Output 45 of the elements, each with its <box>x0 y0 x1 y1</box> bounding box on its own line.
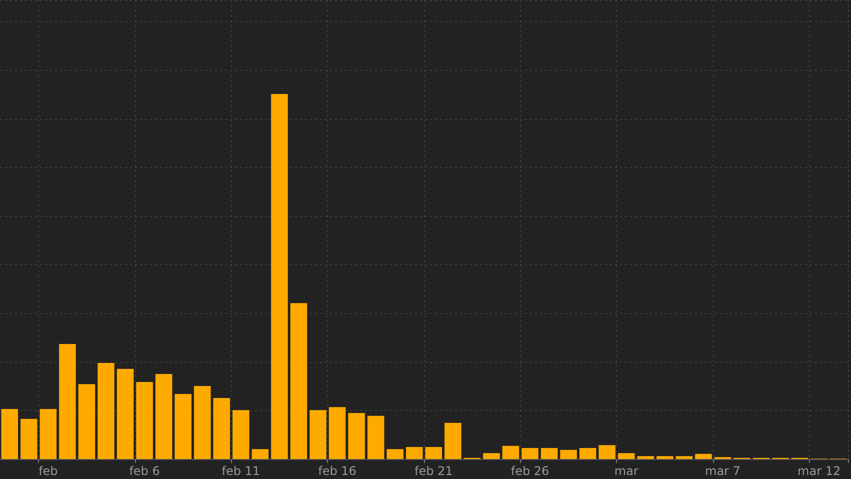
bar <box>40 408 57 459</box>
bar <box>386 449 404 459</box>
bar <box>598 445 616 459</box>
bar <box>194 386 211 459</box>
bar <box>328 407 346 459</box>
bar <box>695 454 712 459</box>
bar <box>136 382 153 459</box>
bar <box>483 453 500 459</box>
x-tick-label: mar 7 <box>705 464 740 478</box>
bar <box>502 446 520 459</box>
bar <box>676 456 693 459</box>
x-tick-label: feb 26 <box>510 464 550 478</box>
bar <box>310 410 326 459</box>
bar <box>367 416 384 459</box>
x-tick-label: feb 16 <box>318 464 356 478</box>
x-tick-label: feb 21 <box>414 464 453 478</box>
bar <box>579 448 596 459</box>
x-tick-label: feb <box>38 464 58 478</box>
x-tick-label: feb 11 <box>222 464 260 478</box>
bar <box>406 446 423 459</box>
bar <box>252 449 269 459</box>
bar <box>116 368 134 459</box>
x-tick-label: feb 6 <box>129 464 160 478</box>
x-tick-label: mar <box>614 464 638 478</box>
bar <box>213 398 230 459</box>
bar <box>155 374 172 459</box>
bar <box>348 413 365 459</box>
bar <box>1 408 18 459</box>
bar <box>560 450 577 459</box>
bar <box>20 418 38 459</box>
bar <box>78 384 96 459</box>
bar <box>174 394 192 459</box>
bar <box>618 453 635 459</box>
bar <box>637 456 654 459</box>
bar <box>98 363 114 459</box>
bar <box>522 448 538 459</box>
bar <box>656 456 674 459</box>
bar <box>425 446 442 459</box>
bar <box>290 303 308 459</box>
x-tick-label: mar 12 <box>798 464 841 478</box>
bar <box>232 410 250 459</box>
bar <box>540 448 558 459</box>
bar <box>59 344 76 459</box>
bar <box>444 422 462 459</box>
bar <box>271 94 288 459</box>
